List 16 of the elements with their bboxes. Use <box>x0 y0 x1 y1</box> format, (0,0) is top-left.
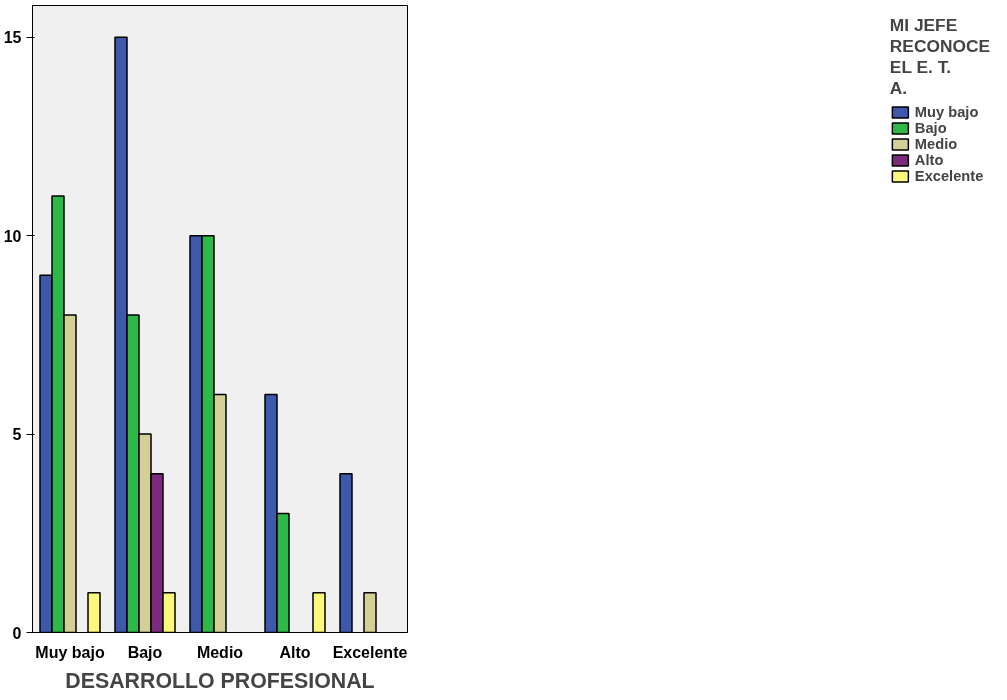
y-tick-label: 5 <box>12 426 22 444</box>
y-tick-label: 0 <box>12 624 22 642</box>
legend-label: Alto <box>914 152 944 168</box>
legend-label: Muy bajo <box>914 104 979 120</box>
x-tick-label: Medio <box>196 643 244 661</box>
legend-label: Medio <box>914 136 958 152</box>
x-tick-label: Alto <box>279 643 311 661</box>
legend-title: MI JEFE RECONOCE EL E. T. A. <box>889 15 990 99</box>
x-tick-label: Bajo <box>127 643 163 661</box>
legend-label: Excelente <box>914 168 984 184</box>
legend-label: Bajo <box>914 120 947 136</box>
y-tick-label: 15 <box>3 29 22 47</box>
y-tick-label: 10 <box>3 227 22 245</box>
x-tick-label: Excelente <box>332 643 408 661</box>
x-axis-title: DESARROLLO PROFESIONAL <box>65 668 375 693</box>
x-tick-label: Muy bajo <box>35 643 105 661</box>
